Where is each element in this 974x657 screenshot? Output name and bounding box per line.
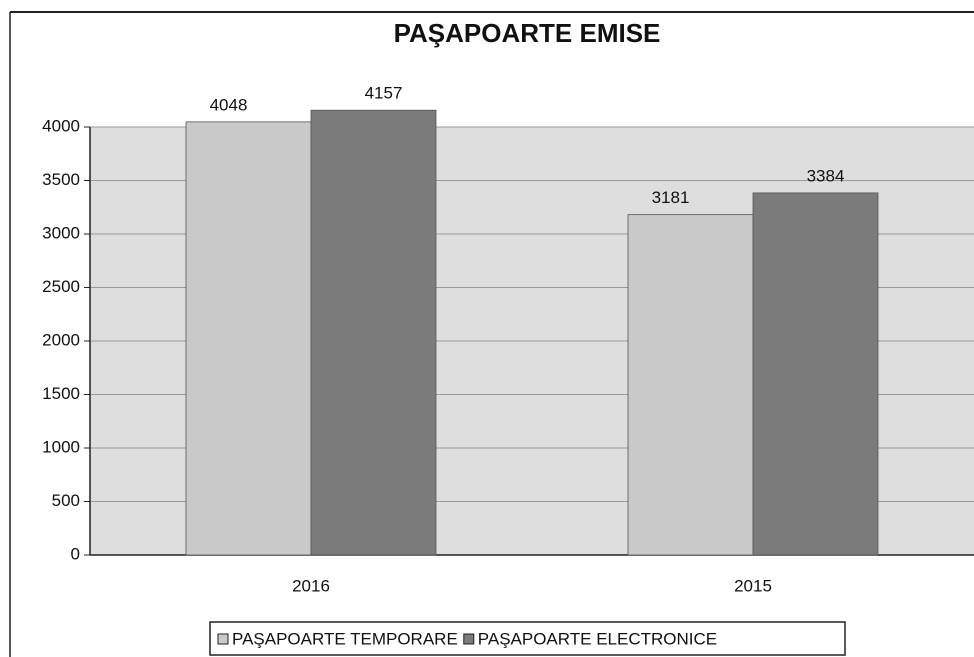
legend-swatch: [217, 633, 229, 645]
y-tick-label: 3500: [42, 170, 80, 189]
bar: [310, 109, 437, 556]
y-tick-label: 2000: [42, 330, 80, 349]
data-label: 3384: [807, 166, 845, 185]
legend-swatch: [463, 633, 475, 645]
y-tick-label: 1500: [42, 384, 80, 403]
y-tick-label: 0: [71, 544, 80, 563]
chart-title: PAŞAPOARTE EMISE: [394, 18, 661, 48]
legend-label: PAŞAPOARTE ELECTRONICE: [478, 629, 717, 648]
bar: [752, 192, 879, 556]
x-tick-label: 2015: [734, 576, 772, 595]
data-label: 4048: [210, 95, 248, 114]
y-tick-label: 500: [52, 491, 80, 510]
legend-label: PAŞAPOARTE TEMPORARE: [232, 629, 458, 648]
x-tick-label: 2016: [292, 576, 330, 595]
data-label: 3181: [652, 188, 690, 207]
legend-box: [209, 621, 846, 656]
y-tick-label: 1000: [42, 437, 80, 456]
y-tick-label: 2500: [42, 277, 80, 296]
data-label: 4157: [365, 84, 403, 103]
bar: [185, 121, 312, 556]
bar: [627, 214, 754, 556]
y-tick-label: 4000: [42, 116, 80, 135]
y-tick-label: 3000: [42, 223, 80, 242]
